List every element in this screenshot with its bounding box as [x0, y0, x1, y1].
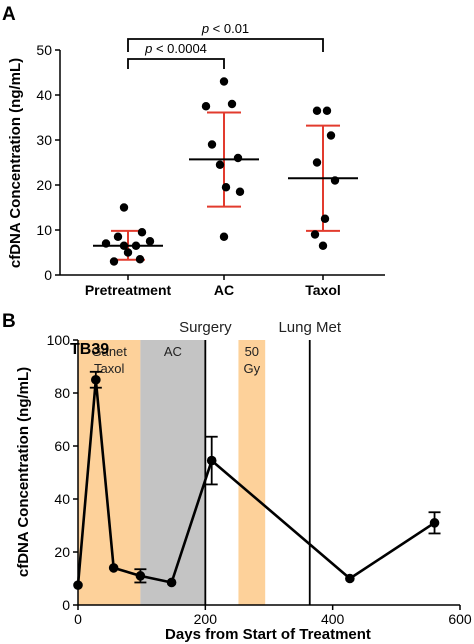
- data-point: [318, 241, 328, 250]
- panel-a-category-label: Pretreatment: [85, 282, 172, 298]
- p-symbol: p: [144, 41, 152, 56]
- event-label: Lung Met: [278, 319, 341, 336]
- panel-a-letter: A: [2, 4, 16, 25]
- panel-b-y-tick-label: 100: [47, 332, 71, 348]
- series-line: [76, 378, 436, 586]
- panel-a-y-tick-label: 50: [36, 42, 52, 58]
- data-point: [135, 571, 146, 581]
- phase-label: Ganet: [91, 344, 127, 359]
- data-point: [322, 106, 332, 115]
- data-point: [123, 248, 133, 257]
- data-point: [113, 232, 123, 241]
- data-point: [429, 518, 440, 528]
- data-point: [137, 228, 147, 237]
- data-point: [119, 241, 129, 250]
- p-symbol: p: [201, 21, 209, 36]
- data-point: [345, 573, 355, 584]
- panel-b: B Ganet Taxol AC 50 Gy Surgery Lung Met 0 20 40…: [2, 311, 472, 643]
- data-point: [119, 203, 129, 212]
- data-point: [330, 176, 340, 185]
- data-point: [219, 77, 229, 86]
- phase-label: Gy: [243, 361, 260, 376]
- treatment-phase-band: [238, 340, 266, 605]
- p-threshold: < 0.01: [209, 21, 249, 36]
- data-point: [227, 99, 237, 109]
- data-point: [310, 230, 320, 239]
- panel-b-letter: B: [2, 311, 16, 332]
- data-point: [219, 232, 229, 241]
- panel-b-y-tick-label: 80: [54, 385, 70, 401]
- panel-b-x-tick-label: 200: [194, 611, 218, 627]
- significance-label: p < 0.0004: [144, 41, 207, 56]
- panel-b-x-tick-label: 600: [448, 611, 472, 627]
- panel-b-y-tick-label: 0: [62, 597, 70, 613]
- data-point: [108, 563, 119, 573]
- data-point: [135, 255, 145, 264]
- data-point: [131, 241, 141, 250]
- data-point: [145, 237, 155, 246]
- panel-b-x-axis-label: Days from Start of Treatment: [165, 626, 371, 643]
- p-threshold: < 0.0004: [152, 41, 207, 56]
- data-point: [312, 106, 322, 115]
- panel-b-y-tick-label: 60: [54, 438, 70, 454]
- data-point: [201, 102, 211, 111]
- data-point: [101, 239, 111, 248]
- panel-b-y-tick-label: 40: [54, 491, 70, 507]
- phase-label: 50: [245, 344, 259, 359]
- panel-a-y-axis-label: cfDNA Concentration (ng/mL): [7, 58, 24, 268]
- panel-a-y-tick-label: 30: [36, 132, 52, 148]
- data-point: [207, 140, 217, 149]
- data-point: [320, 214, 330, 223]
- data-point: [312, 158, 322, 167]
- significance-label: p < 0.01: [201, 21, 249, 36]
- panel-b-y-tick-label: 20: [54, 544, 70, 560]
- data-point: [166, 577, 177, 588]
- data-point: [109, 257, 119, 266]
- phase-label: Taxol: [94, 361, 124, 376]
- panel-a-y-tick-label: 40: [36, 87, 52, 103]
- data-point: [73, 580, 83, 590]
- panel-b-x-tick-label: 0: [74, 611, 82, 627]
- panel-b-patient-id: TB39: [70, 341, 109, 358]
- panel-a-y-tick-label: 0: [44, 267, 52, 283]
- panel-a-y-tick-label: 10: [36, 222, 52, 238]
- significance-bracket: [127, 58, 225, 69]
- data-point: [326, 131, 336, 140]
- phase-label: AC: [164, 344, 182, 359]
- data-point: [221, 183, 231, 192]
- treatment-phase-band: [140, 340, 206, 605]
- panel-a-category-label: AC: [214, 282, 234, 298]
- data-point: [91, 374, 101, 385]
- data-point: [235, 187, 245, 196]
- panel-b-x-tick-label: 400: [321, 611, 345, 627]
- data-point: [206, 455, 217, 466]
- event-label: Surgery: [179, 319, 232, 336]
- panel-a-category-label: Taxol: [305, 282, 341, 298]
- panel-a-y-tick-label: 20: [36, 177, 52, 193]
- data-point: [215, 160, 225, 169]
- panel-a: A 0 10 20 30 40 50 Pretreatment AC Taxol p < 0.…: [2, 4, 385, 298]
- data-point: [233, 153, 243, 163]
- significance-bracket: [127, 38, 324, 52]
- panel-b-y-axis-label: cfDNA Concentration (ng/mL): [15, 367, 32, 577]
